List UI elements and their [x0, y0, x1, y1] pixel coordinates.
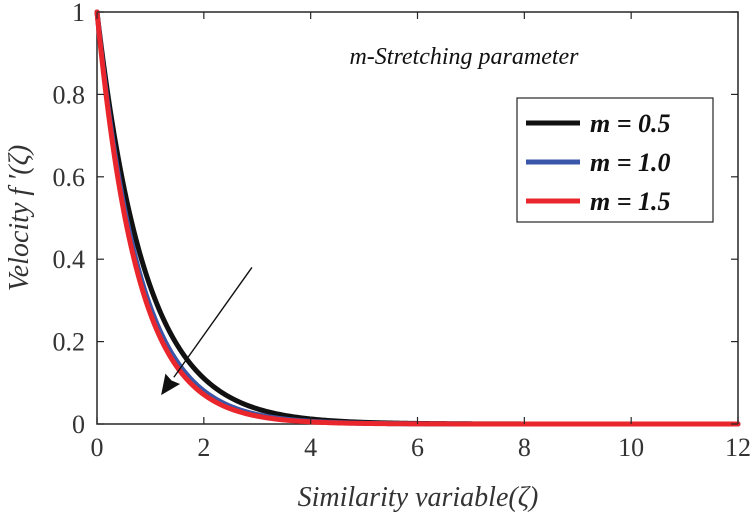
y-tick-label: 0.6 — [53, 163, 86, 192]
legend: m = 0.5 m = 1.0 m = 1.5 — [516, 97, 714, 223]
y-axis-label: Velocity f ′(ζ) — [4, 145, 35, 292]
x-tick-label: 6 — [411, 433, 424, 462]
y-tick-label: 0.2 — [53, 328, 86, 357]
y-tick-label: 0.4 — [53, 245, 86, 274]
y-tick-label: 0 — [72, 410, 85, 439]
x-tick-label: 12 — [725, 433, 751, 462]
x-tick-label: 10 — [618, 433, 644, 462]
annotation-label: m-Stretching parameter — [349, 44, 579, 70]
x-tick-label: 2 — [197, 433, 210, 462]
y-tick-label: 1 — [72, 0, 85, 27]
x-axis-ticks: 0 2 4 6 8 10 12 — [91, 12, 751, 462]
x-axis-label: Similarity variable(ζ) — [298, 482, 539, 513]
legend-label-1: m = 0.5 — [590, 109, 671, 138]
arrow-shaft — [173, 267, 253, 378]
y-tick-label: 0.8 — [53, 80, 86, 109]
arrow-head — [161, 373, 181, 396]
x-tick-label: 8 — [518, 433, 531, 462]
x-tick-label: 4 — [304, 433, 317, 462]
legend-label-2: m = 1.0 — [590, 148, 671, 177]
legend-label-3: m = 1.5 — [590, 187, 671, 216]
x-tick-label: 0 — [91, 433, 104, 462]
y-axis-ticks: 0 0.2 0.4 0.6 0.8 1 — [53, 0, 738, 439]
annotation-arrow — [161, 267, 253, 396]
